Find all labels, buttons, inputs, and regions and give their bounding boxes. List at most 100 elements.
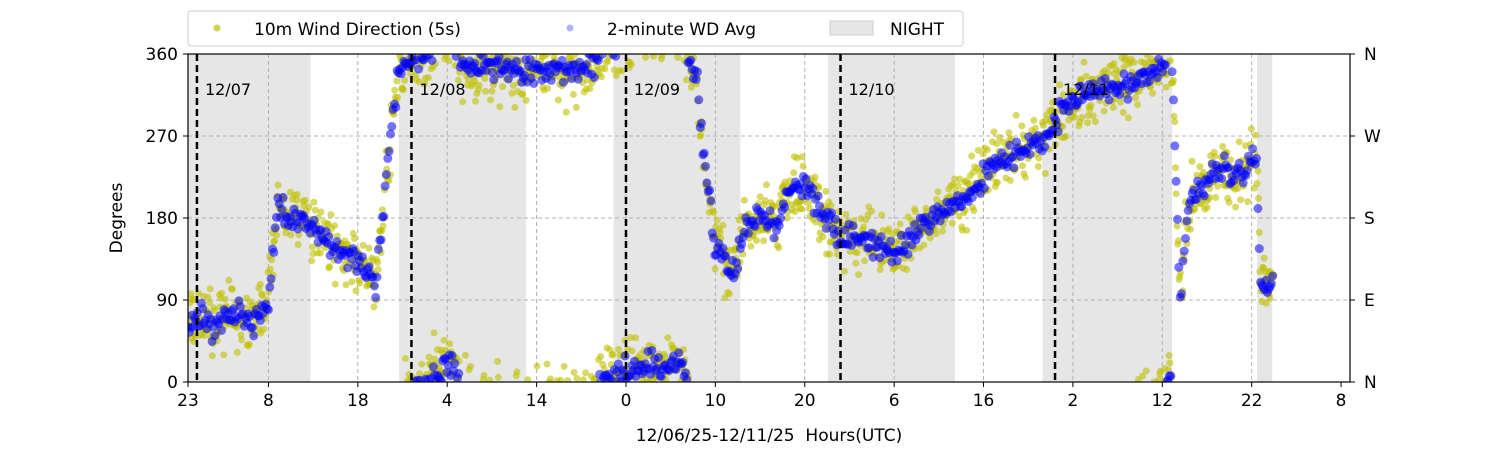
wind-direction-point — [225, 276, 233, 284]
wind-direction-point — [970, 207, 978, 215]
wind-direction-point — [632, 334, 640, 342]
wd-avg-point — [769, 233, 779, 243]
wd-avg-point — [266, 274, 276, 284]
wd-avg-point — [1234, 158, 1244, 168]
wind-direction-point — [1100, 107, 1108, 115]
wind-direction-point — [1149, 89, 1157, 97]
wd-avg-point — [1160, 60, 1170, 70]
wind-direction-point — [542, 54, 550, 59]
y-tick-label: 270 — [146, 127, 178, 147]
wind-direction-point — [440, 336, 448, 344]
wd-avg-point — [1252, 153, 1262, 163]
wd-avg-point — [693, 67, 702, 77]
wd-avg-point — [414, 64, 424, 74]
wind-direction-point — [753, 237, 760, 244]
wd-avg-point — [277, 204, 287, 214]
wind-direction-point — [499, 83, 507, 91]
wind-direction-point — [747, 242, 755, 250]
wind-direction-point — [1012, 111, 1020, 119]
legend: 10m Wind Direction (5s) 2-minute WD Avg … — [187, 10, 964, 47]
wind-direction-point — [994, 179, 1001, 187]
wind-direction-point — [522, 96, 530, 104]
wd-avg-point — [249, 331, 259, 341]
wind-direction-point — [1091, 118, 1099, 126]
y2-tick-label: S — [1364, 209, 1375, 229]
wind-direction-point — [682, 76, 690, 84]
wind-direction-point — [454, 76, 462, 84]
wind-direction-point — [513, 368, 521, 376]
wind-direction-point — [628, 347, 636, 355]
wd-avg-point — [1104, 95, 1114, 105]
wind-direction-point — [467, 363, 474, 371]
y2-tick-label: N — [1364, 45, 1377, 65]
wind-direction-point — [1196, 163, 1204, 171]
wind-direction-point — [1139, 372, 1147, 380]
wind-direction-point — [840, 267, 848, 275]
wd-avg-point — [864, 243, 874, 253]
wind-direction-point — [1211, 152, 1219, 160]
wd-avg-point — [1268, 271, 1278, 281]
wind-direction-point — [316, 249, 324, 257]
y-tick-label: 90 — [156, 291, 178, 311]
wind-direction-point — [547, 375, 554, 382]
wd-avg-point — [380, 181, 390, 191]
wind-direction-point — [1165, 352, 1173, 359]
wd-avg-point — [1167, 67, 1177, 77]
wind-direction-point — [954, 182, 962, 190]
wind-direction-point — [1132, 94, 1139, 102]
wd-avg-point — [1100, 74, 1110, 83]
wind-direction-point — [627, 60, 635, 68]
wd-avg-point — [1025, 149, 1035, 159]
wind-direction-point — [206, 299, 213, 307]
wind-direction-point — [560, 362, 568, 370]
x-tick-label: 18 — [347, 391, 369, 411]
legend-label-night: NIGHT — [890, 20, 945, 40]
wind-direction-point — [1084, 112, 1092, 119]
data-points — [188, 54, 1278, 382]
wind-direction-point — [697, 131, 705, 139]
wind-direction-point — [271, 237, 278, 245]
wd-avg-point — [512, 56, 521, 66]
wd-avg-point — [436, 376, 446, 382]
wd-avg-point — [607, 376, 617, 382]
wind-direction-point — [416, 370, 424, 378]
wd-avg-point — [702, 178, 712, 188]
wind-direction-point — [511, 103, 519, 111]
wd-avg-point — [386, 129, 395, 139]
wd-avg-point — [1183, 206, 1193, 215]
day-marker-label: 12/07 — [205, 80, 251, 99]
wd-avg-point — [373, 245, 383, 254]
wind-direction-point — [963, 226, 971, 234]
x-tick-label: 20 — [794, 391, 816, 411]
wd-avg-point — [647, 346, 657, 355]
wind-direction-point — [948, 219, 956, 227]
legend-patch-night — [829, 20, 874, 36]
wd-avg-point — [1253, 204, 1263, 213]
wind-direction-point — [920, 241, 928, 249]
y-tick-label: 0 — [167, 373, 178, 393]
wind-direction-point — [486, 376, 494, 382]
wind-direction-point — [494, 373, 502, 381]
wind-direction-point — [1260, 254, 1268, 262]
wind-direction-point — [876, 266, 884, 273]
wind-direction-point — [1162, 83, 1170, 91]
wind-direction-point — [365, 244, 373, 252]
wind-direction-point — [326, 263, 334, 271]
wd-avg-point — [957, 202, 967, 211]
wd-avg-point — [1040, 142, 1050, 152]
wind-direction-point — [554, 96, 562, 104]
y-axis-label: Degrees — [107, 182, 127, 253]
wd-avg-point — [387, 122, 397, 131]
wind-direction-point — [208, 352, 216, 360]
wd-avg-point — [815, 201, 824, 211]
wind-direction-point — [1235, 138, 1243, 146]
wind-direction-point — [775, 244, 783, 252]
wind-direction-point — [658, 54, 666, 60]
wd-avg-point — [381, 170, 391, 179]
wind-direction-point — [562, 108, 570, 116]
wind-direction-point — [459, 98, 467, 106]
wd-avg-point — [910, 220, 920, 229]
wd-avg-point — [1005, 140, 1015, 150]
wd-avg-point — [332, 237, 342, 247]
